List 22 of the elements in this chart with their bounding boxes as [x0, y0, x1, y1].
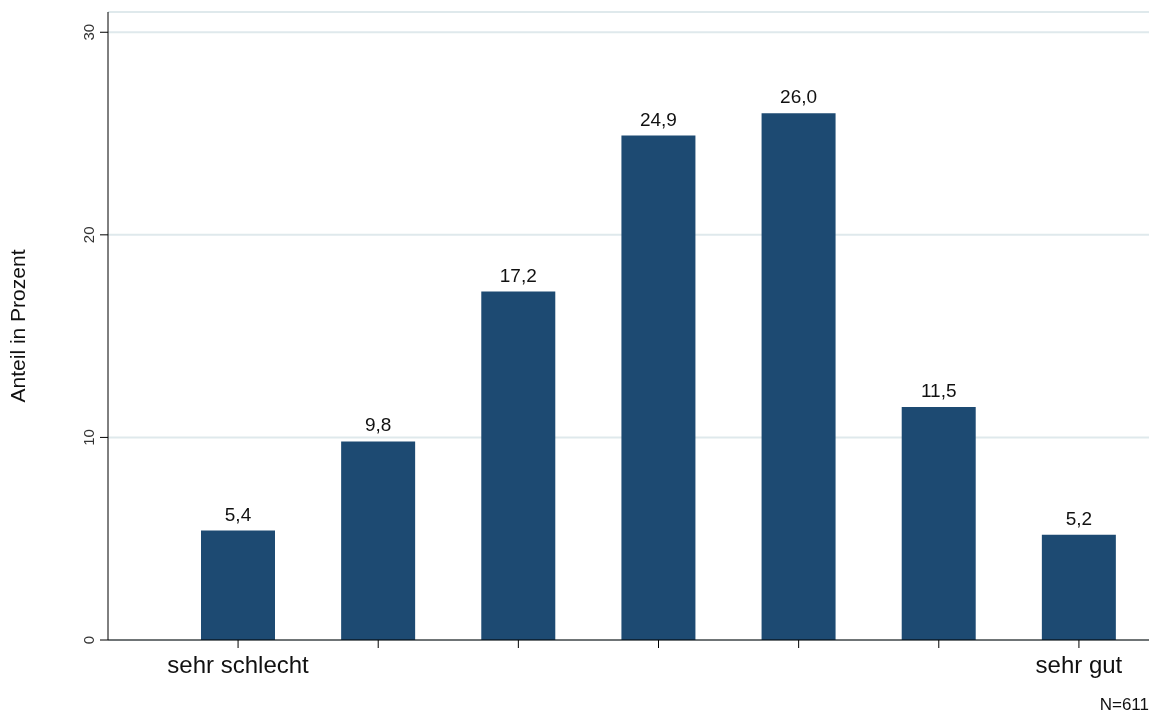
y-tick-label: 30 [80, 23, 97, 41]
bar [341, 441, 416, 640]
x-tick-label: sehr gut [1035, 651, 1123, 679]
y-tick-label: 20 [80, 226, 97, 244]
data-label: 17,2 [499, 264, 537, 286]
bar [621, 135, 696, 640]
bar [761, 113, 836, 640]
text: N=611 [1099, 695, 1149, 715]
bar [901, 407, 976, 640]
data-label: 9,8 [364, 414, 392, 436]
y-tick-label: 10 [80, 429, 97, 446]
data-label: 26,0 [780, 86, 818, 108]
bar [201, 530, 275, 640]
data-label: 11,5 [920, 380, 957, 402]
y-tick-label: 0 [80, 635, 97, 645]
y-axis-title: Anteil in Prozent [6, 249, 30, 403]
data-label: 5,2 [1065, 507, 1093, 529]
data-label: 24,9 [639, 108, 677, 130]
bar [481, 291, 556, 640]
bar [1041, 534, 1116, 640]
data-label: 5,4 [224, 503, 252, 525]
x-tick-label: sehr schlecht [167, 651, 310, 679]
